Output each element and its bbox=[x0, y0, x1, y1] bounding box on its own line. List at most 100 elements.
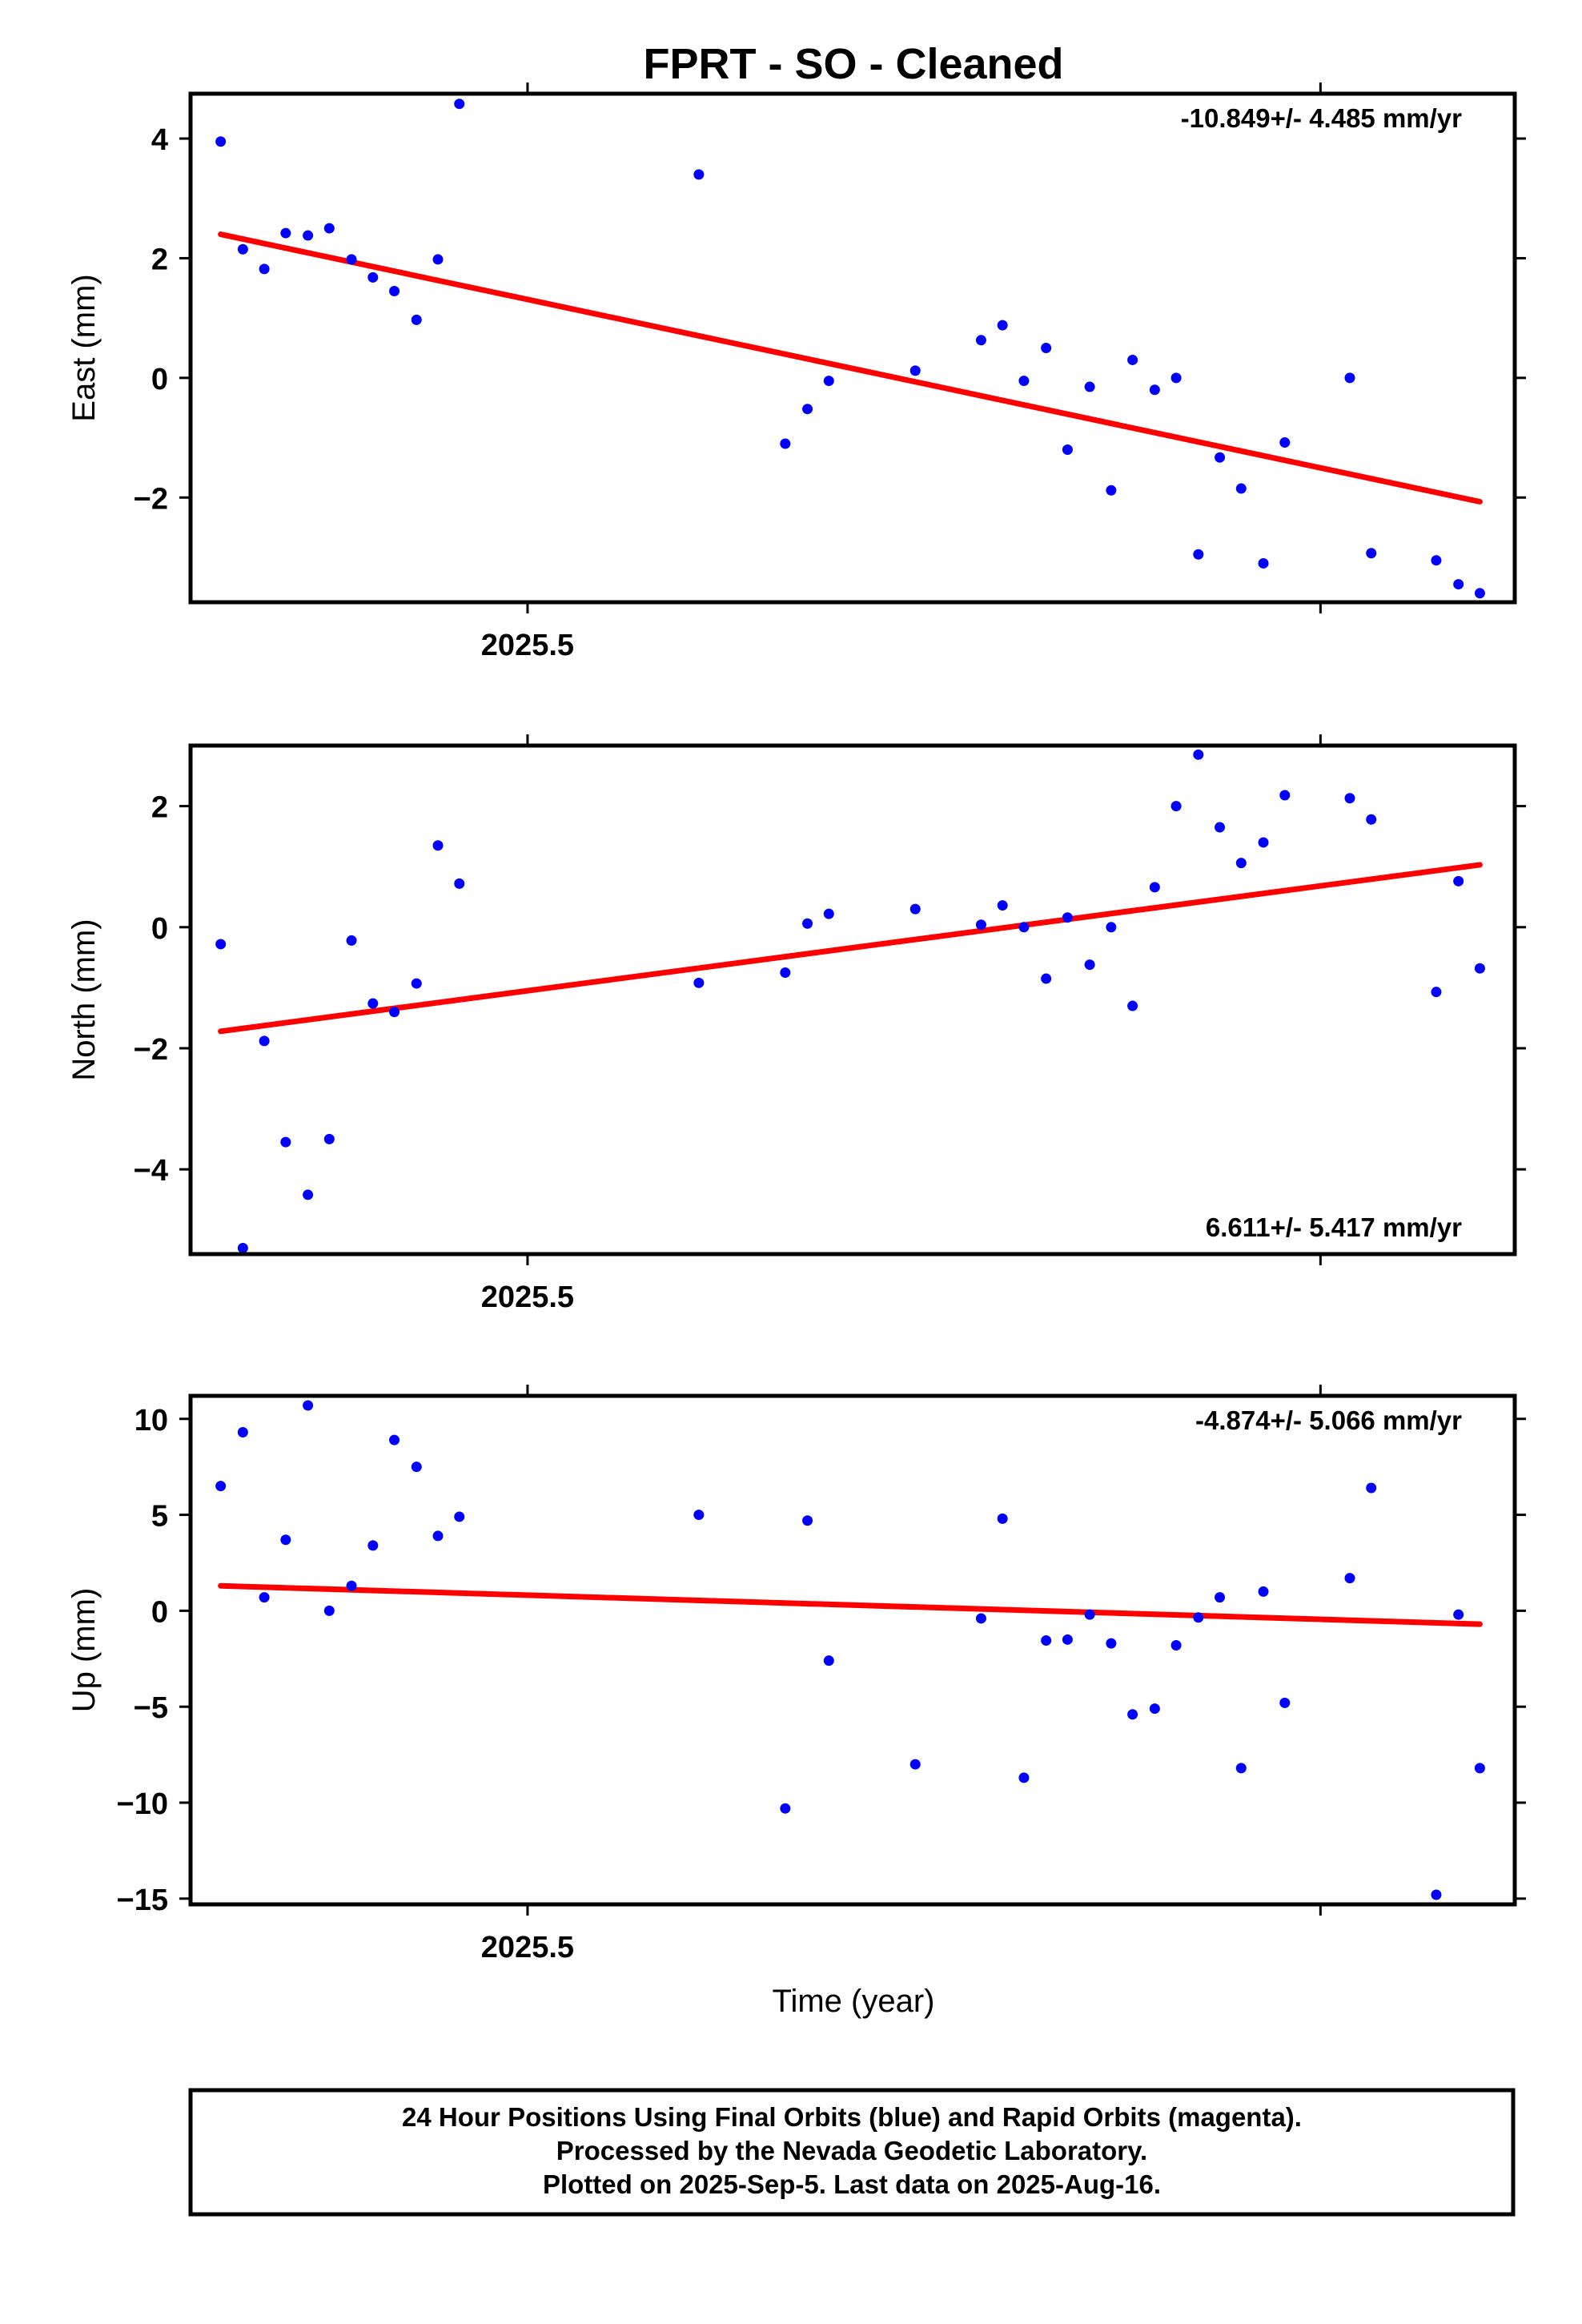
data-point bbox=[693, 169, 705, 180]
data-point bbox=[780, 967, 791, 978]
x-tick-label: 2025.5 bbox=[481, 1931, 574, 1964]
data-point bbox=[1453, 579, 1464, 590]
data-point bbox=[303, 1189, 314, 1200]
y-tick-label: −5 bbox=[134, 1691, 168, 1725]
data-point bbox=[237, 1427, 248, 1438]
data-point bbox=[237, 1242, 248, 1253]
y-tick-label: −4 bbox=[134, 1154, 168, 1188]
data-point bbox=[1041, 973, 1052, 984]
data-point bbox=[1127, 1709, 1138, 1720]
data-point bbox=[367, 1540, 379, 1551]
y-tick-label: 5 bbox=[151, 1500, 168, 1534]
data-point bbox=[1344, 1573, 1355, 1584]
rate-label: 6.611+/- 5.417 mm/yr bbox=[1206, 1212, 1462, 1242]
data-point bbox=[1235, 483, 1247, 494]
data-point bbox=[432, 254, 444, 265]
y-tick-label: 4 bbox=[151, 123, 168, 157]
footer-line-processed: Processed by the Nevada Geodetic Laborat… bbox=[556, 2136, 1147, 2165]
data-point bbox=[1453, 1609, 1464, 1620]
data-point bbox=[802, 404, 813, 415]
footer-box: 24 Hour Positions Using Final Orbits (bl… bbox=[188, 2088, 1516, 2217]
data-point bbox=[323, 1605, 335, 1616]
data-point bbox=[280, 1136, 291, 1148]
y-tick-label: 10 bbox=[135, 1404, 168, 1437]
x-tick-label: 2025.5 bbox=[481, 629, 574, 662]
data-point bbox=[975, 919, 986, 931]
data-point bbox=[1279, 790, 1291, 801]
data-point bbox=[389, 1434, 400, 1445]
data-point bbox=[303, 230, 314, 241]
plot-frame bbox=[188, 743, 1517, 1256]
plot-frame bbox=[188, 1393, 1517, 1907]
data-point bbox=[780, 438, 791, 449]
data-point bbox=[1106, 1638, 1117, 1649]
y-tick-label: 0 bbox=[151, 1595, 168, 1629]
footer-frame bbox=[188, 2088, 1516, 2217]
data-point bbox=[975, 335, 986, 346]
data-point bbox=[1215, 452, 1226, 463]
data-point bbox=[909, 1759, 921, 1770]
data-point bbox=[389, 286, 400, 297]
data-point bbox=[259, 263, 270, 275]
data-point bbox=[1149, 384, 1160, 396]
data-point bbox=[346, 254, 357, 265]
trend-line bbox=[218, 231, 1483, 505]
data-point bbox=[997, 900, 1008, 911]
y-axis-label: East (mm) bbox=[66, 274, 102, 421]
data-point bbox=[1062, 1634, 1073, 1645]
data-point bbox=[1279, 1697, 1291, 1708]
data-point bbox=[1149, 882, 1160, 893]
data-point bbox=[780, 1803, 791, 1814]
y-tick-label: 0 bbox=[151, 912, 168, 946]
y-axis-label: Up (mm) bbox=[66, 1588, 102, 1713]
data-point bbox=[346, 935, 357, 946]
data-point bbox=[1474, 1763, 1485, 1774]
y-tick-label: 2 bbox=[151, 791, 168, 825]
data-point bbox=[432, 1530, 444, 1542]
y-tick-label: −2 bbox=[134, 1033, 168, 1067]
data-point bbox=[802, 1515, 813, 1526]
data-point bbox=[1018, 376, 1030, 387]
trend-line bbox=[218, 862, 1483, 1035]
data-point bbox=[1258, 837, 1269, 848]
data-point bbox=[1127, 1000, 1138, 1011]
data-point bbox=[823, 1655, 834, 1667]
data-point bbox=[1431, 555, 1442, 566]
data-point bbox=[1106, 485, 1117, 496]
data-point bbox=[1041, 343, 1052, 353]
data-point bbox=[1366, 814, 1377, 825]
data-point bbox=[802, 918, 813, 929]
data-point bbox=[280, 227, 291, 239]
data-point bbox=[909, 365, 921, 376]
data-point bbox=[389, 1007, 400, 1018]
data-point bbox=[1344, 372, 1355, 384]
data-point bbox=[323, 1133, 335, 1144]
data-point bbox=[997, 1513, 1008, 1524]
data-point bbox=[1084, 1609, 1095, 1620]
data-point bbox=[1193, 1612, 1204, 1623]
data-point bbox=[1170, 801, 1182, 812]
data-point bbox=[303, 1400, 314, 1411]
data-point bbox=[1041, 1635, 1052, 1647]
y-tick-label: −10 bbox=[117, 1787, 168, 1821]
data-point bbox=[1170, 1640, 1182, 1651]
data-point bbox=[215, 1481, 227, 1492]
data-point bbox=[1235, 858, 1247, 869]
rate-label: -10.849+/- 4.485 mm/yr bbox=[1181, 103, 1462, 133]
data-point bbox=[1018, 922, 1030, 933]
data-point bbox=[1193, 749, 1204, 760]
data-point bbox=[823, 908, 834, 919]
data-point bbox=[1366, 548, 1377, 559]
panel-1: −2 0 2 4 2025.5 East (mm) -10.849+/- 4.485 mm/… bbox=[66, 82, 1526, 662]
data-point bbox=[1474, 963, 1485, 974]
data-point bbox=[411, 314, 422, 325]
data-point bbox=[1215, 1592, 1226, 1603]
data-point bbox=[1235, 1763, 1247, 1774]
data-point bbox=[997, 320, 1008, 331]
data-point bbox=[1084, 959, 1095, 971]
data-point bbox=[367, 271, 379, 283]
data-point bbox=[411, 978, 422, 989]
data-point bbox=[1453, 875, 1464, 887]
data-point bbox=[1258, 1586, 1269, 1597]
